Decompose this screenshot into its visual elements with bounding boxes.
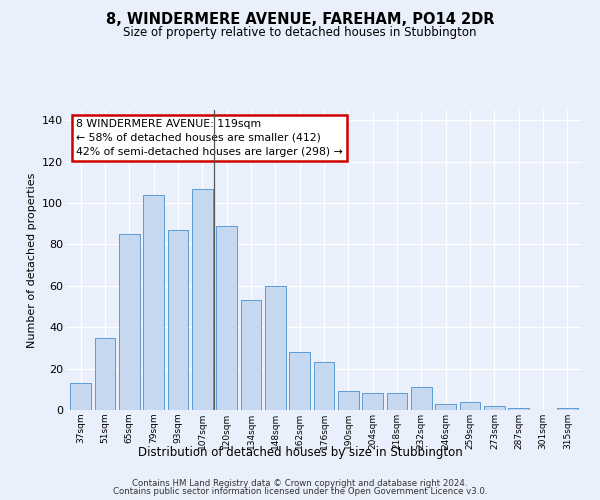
Bar [143,195,164,410]
Text: Contains HM Land Registry data © Crown copyright and database right 2024.: Contains HM Land Registry data © Crown c… [132,478,468,488]
Text: Distribution of detached houses by size in Stubbington: Distribution of detached houses by size … [137,446,463,459]
Bar [241,300,262,410]
Text: 8, WINDERMERE AVENUE, FAREHAM, PO14 2DR: 8, WINDERMERE AVENUE, FAREHAM, PO14 2DR [106,12,494,28]
Bar [265,286,286,410]
Bar [460,402,481,410]
Bar [338,392,359,410]
Bar [386,394,407,410]
Bar [167,230,188,410]
Bar [216,226,237,410]
Bar [119,234,140,410]
Bar [508,408,529,410]
Y-axis label: Number of detached properties: Number of detached properties [26,172,37,348]
Bar [484,406,505,410]
Bar [289,352,310,410]
Bar [95,338,115,410]
Bar [70,383,91,410]
Text: Size of property relative to detached houses in Stubbington: Size of property relative to detached ho… [123,26,477,39]
Bar [436,404,456,410]
Text: Contains public sector information licensed under the Open Government Licence v3: Contains public sector information licen… [113,487,487,496]
Text: 8 WINDERMERE AVENUE: 119sqm
← 58% of detached houses are smaller (412)
42% of se: 8 WINDERMERE AVENUE: 119sqm ← 58% of det… [76,119,343,157]
Bar [314,362,334,410]
Bar [192,188,212,410]
Bar [362,394,383,410]
Bar [557,408,578,410]
Bar [411,387,432,410]
